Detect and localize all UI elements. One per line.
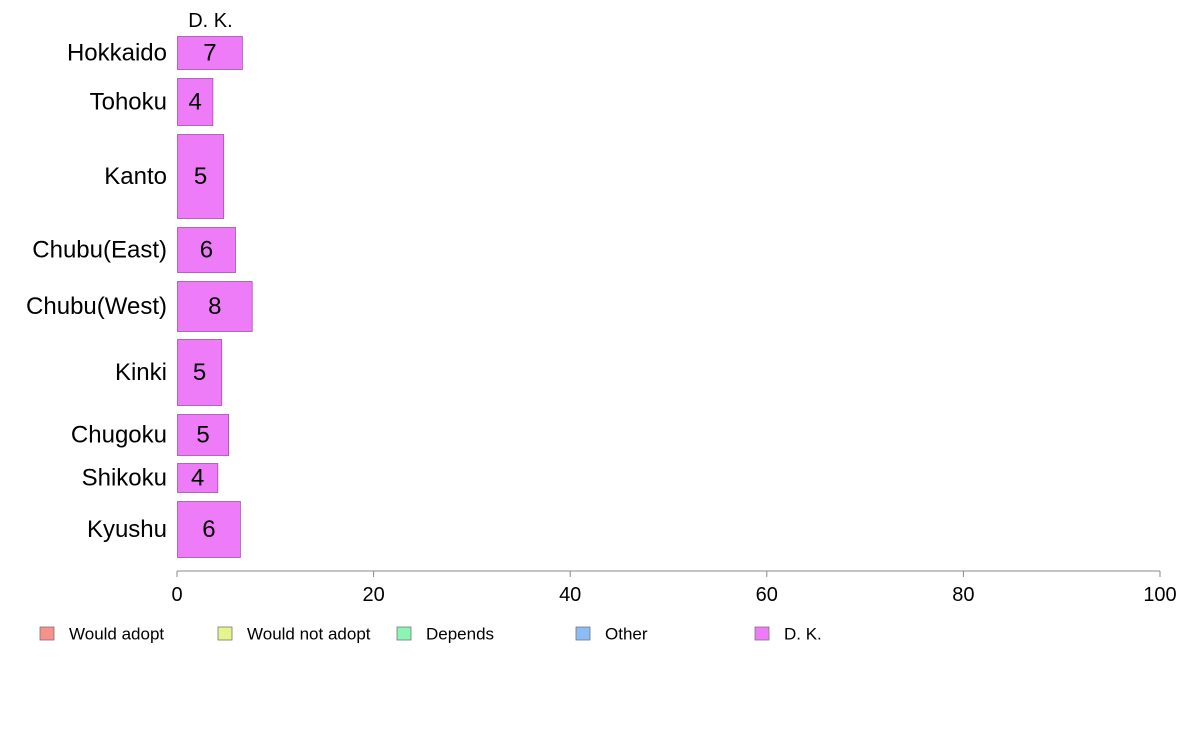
category-label-chubu-west: Chubu(West)	[26, 293, 167, 320]
value-label-tohoku: 4	[189, 89, 202, 116]
category-label-shikoku: Shikoku	[82, 465, 167, 492]
legend-label-would-adopt: Would adopt	[69, 625, 164, 644]
bar-tohoku-d-k	[177, 78, 214, 126]
legend-label-d-k: D. K.	[784, 625, 822, 644]
category-label-tohoku: Tohoku	[90, 89, 167, 116]
legend-swatch-would-not-adopt	[217, 626, 233, 641]
value-label-chugoku: 5	[196, 422, 209, 449]
legend-swatch-depends	[396, 626, 412, 641]
legend-label-would-not-adopt: Would not adopt	[247, 625, 371, 644]
value-label-kinki: 5	[193, 359, 206, 386]
legend-item-d-k: D. K.	[754, 625, 822, 644]
bar-shikoku-d-k	[177, 463, 219, 493]
legend-swatch-would-adopt	[39, 626, 55, 641]
x-tick-label-0: 0	[171, 584, 182, 606]
x-tick-label-80: 80	[952, 584, 974, 606]
legend-label-other: Other	[605, 625, 648, 644]
series-header-label: D. K.	[188, 10, 232, 32]
x-tick-label-100: 100	[1143, 584, 1176, 606]
bar-hokkaido-d-k	[177, 36, 243, 70]
value-label-hokkaido: 7	[203, 40, 216, 67]
category-label-chubu-east: Chubu(East)	[32, 237, 167, 264]
legend-swatch-d-k	[754, 626, 770, 641]
bar-chubu-east-d-k	[177, 227, 236, 273]
bar-chubu-west-d-k	[177, 281, 253, 332]
category-label-hokkaido: Hokkaido	[67, 40, 167, 67]
legend: Would adopt Would not adopt Depends Other D.…	[39, 625, 822, 644]
value-label-kanto: 5	[194, 163, 207, 190]
x-tick-label-60: 60	[756, 584, 778, 606]
legend-item-would-not-adopt: Would not adopt	[217, 625, 371, 644]
category-label-kinki: Kinki	[115, 359, 167, 386]
bar-kyushu-d-k	[177, 501, 241, 558]
bar-chugoku-d-k	[177, 414, 229, 456]
legend-swatch-other	[575, 626, 591, 641]
value-label-chubu-east: 6	[200, 237, 213, 264]
category-label-chugoku: Chugoku	[71, 422, 167, 449]
value-label-chubu-west: 8	[208, 293, 221, 320]
legend-item-other: Other	[575, 625, 648, 644]
legend-item-depends: Depends	[396, 625, 494, 644]
legend-label-depends: Depends	[426, 625, 494, 644]
value-label-kyushu: 6	[202, 516, 215, 543]
category-labels: Hokkaido Tohoku Kanto Chubu(East) Chubu(West…	[26, 40, 167, 544]
bar-kinki-d-k	[177, 339, 223, 406]
category-label-kyushu: Kyushu	[87, 516, 167, 543]
value-label-shikoku: 4	[191, 465, 204, 492]
x-tick-label-20: 20	[362, 584, 384, 606]
x-tick-label-40: 40	[559, 584, 581, 606]
legend-item-would-adopt: Would adopt	[39, 625, 164, 644]
category-label-kanto: Kanto	[104, 163, 167, 190]
x-axis: 0 20 40 60 80 100	[171, 570, 1177, 606]
bar-kanto-d-k	[177, 134, 225, 219]
